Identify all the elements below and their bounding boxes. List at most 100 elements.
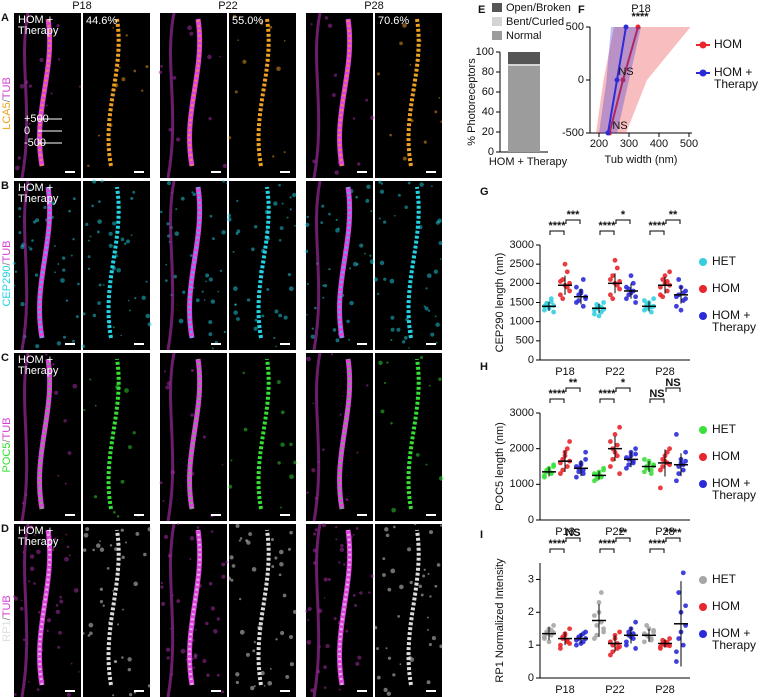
speckle	[210, 606, 216, 611]
speckle	[370, 210, 373, 213]
y-tick-label: 0	[528, 354, 534, 366]
speckle	[228, 136, 232, 140]
speckle	[289, 474, 294, 480]
speckle	[245, 652, 250, 657]
speckle	[211, 347, 214, 350]
speckle	[28, 680, 30, 683]
speckle	[15, 165, 20, 171]
dot	[678, 307, 684, 313]
speckle	[278, 573, 282, 577]
dot	[542, 307, 547, 313]
dot	[567, 288, 572, 294]
speckle	[423, 140, 427, 144]
speckle	[407, 547, 412, 552]
speckle	[434, 584, 438, 588]
speckle	[46, 629, 49, 633]
speckle	[53, 244, 56, 247]
speckle	[396, 327, 401, 332]
speckle	[346, 319, 350, 324]
speckle	[180, 196, 185, 201]
speckle	[382, 557, 386, 561]
speckle	[409, 64, 412, 66]
speckle	[190, 413, 194, 417]
percentage: 55.0%	[232, 15, 263, 27]
speckle	[242, 59, 247, 64]
speckle	[20, 599, 23, 602]
speckle	[132, 431, 136, 435]
speckle	[160, 585, 164, 589]
cilium-tubulin	[37, 529, 53, 686]
speckle	[45, 104, 48, 107]
speckle	[431, 636, 436, 641]
speckle	[78, 671, 80, 673]
speckle	[279, 549, 284, 555]
legend-marker	[699, 312, 707, 320]
significance-label: ****	[548, 388, 566, 400]
y-tick-label: 1	[528, 639, 534, 651]
dot	[651, 627, 656, 633]
speckle	[83, 532, 89, 538]
y-tick-label: 60	[482, 86, 494, 98]
speckle	[201, 290, 204, 293]
speckle	[321, 204, 325, 208]
stain: POC5	[1, 443, 13, 473]
speckle	[120, 334, 123, 337]
speckle	[275, 345, 278, 348]
dot	[617, 629, 622, 635]
speckle	[226, 182, 228, 185]
dot	[594, 476, 600, 482]
dot	[608, 464, 613, 469]
speckle	[386, 691, 391, 696]
speckle	[91, 204, 94, 208]
speckle	[60, 278, 65, 283]
speckle	[378, 360, 383, 366]
speckle	[102, 604, 105, 607]
speckle	[130, 234, 133, 236]
significance-bracket	[615, 387, 631, 392]
cilium-stain	[188, 358, 202, 510]
speckle	[81, 344, 86, 349]
speckle	[165, 385, 170, 390]
dot	[546, 639, 552, 645]
speckle	[335, 338, 340, 343]
speckle	[439, 524, 443, 527]
cilium-stain	[38, 358, 52, 510]
significance-label: *	[621, 209, 626, 221]
speckle	[46, 618, 52, 623]
speckle	[426, 616, 429, 619]
speckle	[390, 422, 393, 425]
speckle	[66, 692, 71, 697]
speckle	[206, 673, 210, 677]
speckle	[99, 540, 101, 543]
speckle	[57, 263, 60, 265]
speckle	[189, 536, 195, 541]
speckle	[57, 474, 60, 477]
speckle	[272, 155, 275, 158]
speckle	[162, 499, 165, 502]
speckle	[274, 556, 278, 560]
speckle	[330, 353, 334, 356]
speckle	[192, 639, 195, 642]
micrograph	[83, 181, 150, 350]
speckle	[279, 226, 284, 231]
cilium-stain	[106, 529, 121, 686]
speckle	[273, 201, 278, 206]
dot	[596, 600, 602, 605]
speckle	[236, 317, 240, 321]
y-tick-label: 2000	[510, 443, 534, 455]
y-tick-label: 2	[528, 606, 534, 618]
speckle	[269, 667, 272, 670]
speckle	[389, 133, 392, 137]
speckle	[348, 338, 351, 341]
significance-bracket	[549, 230, 565, 235]
speckle	[378, 217, 381, 220]
speckle	[379, 260, 385, 266]
speckle	[306, 313, 308, 316]
speckle	[210, 299, 216, 304]
speckle	[283, 315, 288, 320]
speckle	[133, 581, 138, 587]
legend-label-box: HET	[712, 255, 736, 267]
speckle	[380, 182, 384, 185]
speckle	[333, 73, 338, 77]
